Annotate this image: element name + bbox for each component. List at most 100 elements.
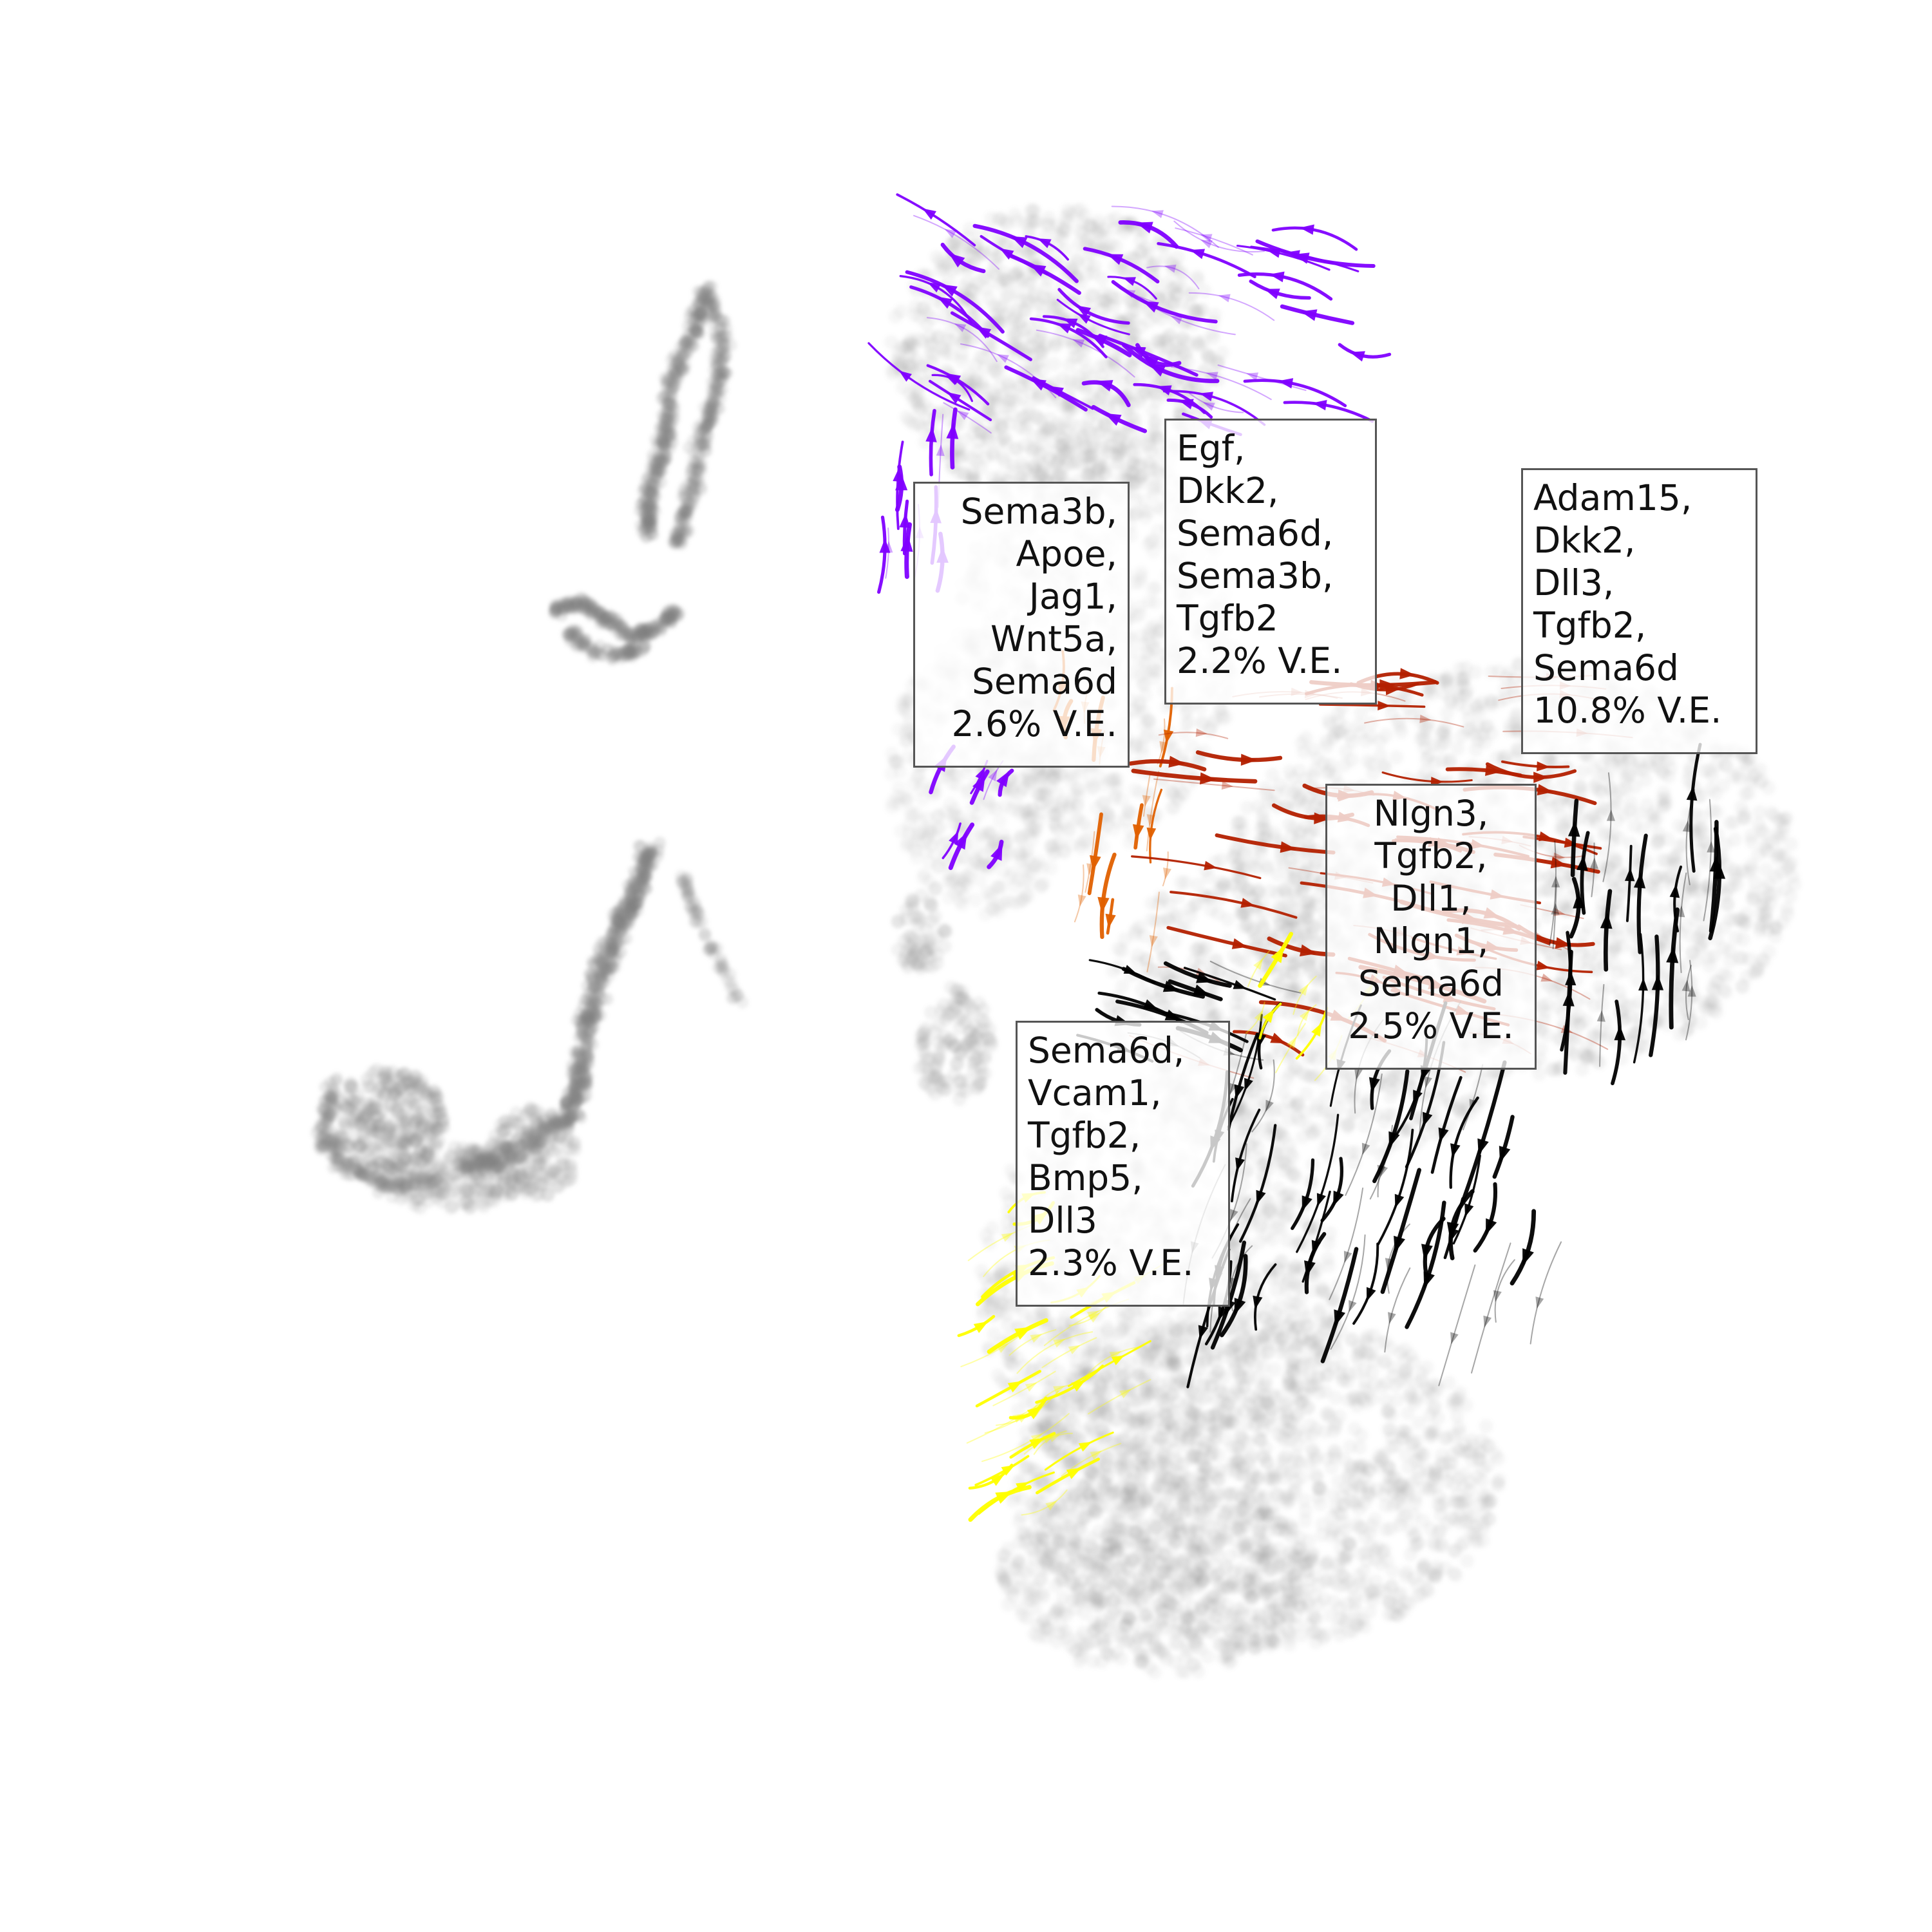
- cell-point: [1215, 345, 1230, 360]
- cell-point: [1029, 858, 1043, 873]
- cell-point: [639, 502, 653, 515]
- cell-point: [1047, 357, 1061, 372]
- cell-point: [888, 309, 903, 324]
- cell-point: [607, 907, 620, 921]
- cell-point: [587, 997, 600, 1010]
- cell-point: [352, 1164, 366, 1178]
- cell-point: [652, 450, 666, 463]
- cell-point: [985, 265, 1000, 279]
- cell-point: [1007, 879, 1022, 894]
- cell-point: [890, 789, 905, 804]
- cell-point: [1050, 785, 1065, 800]
- cell-point: [486, 1193, 501, 1208]
- cell-point: [983, 800, 998, 815]
- cell-point: [931, 809, 945, 824]
- cell-point: [1145, 533, 1159, 547]
- cell-point: [954, 354, 969, 368]
- cell-point: [323, 1095, 336, 1108]
- cell-point: [1061, 214, 1075, 229]
- cell-point: [605, 944, 619, 958]
- cell-point: [1181, 778, 1196, 793]
- cell-point: [992, 813, 1007, 828]
- cell-point: [891, 755, 905, 770]
- cell-point: [379, 1066, 394, 1080]
- cell-point: [994, 417, 1009, 431]
- cell-point: [1056, 844, 1071, 858]
- cell-point: [618, 916, 630, 930]
- cell-point: [658, 612, 671, 626]
- cell-point: [1025, 202, 1040, 217]
- cell-point: [539, 1169, 554, 1184]
- cell-point: [1079, 834, 1094, 849]
- cell-point: [642, 515, 656, 527]
- cell-point: [913, 310, 928, 325]
- cell-point: [313, 1140, 327, 1153]
- cell-point: [907, 339, 922, 354]
- cell-point: [1044, 799, 1059, 814]
- cell-point: [1061, 402, 1075, 417]
- cell-point: [575, 1016, 588, 1030]
- cell-point: [681, 502, 694, 516]
- cell-point: [940, 874, 955, 889]
- cell-point: [1086, 388, 1101, 403]
- cell-point: [1132, 654, 1146, 668]
- cell-point: [905, 838, 920, 853]
- cell-point: [399, 1116, 414, 1131]
- cell-point: [1080, 267, 1095, 281]
- cell-point: [470, 1154, 484, 1169]
- cell-point: [961, 367, 976, 382]
- cell-point: [1093, 227, 1108, 242]
- cell-point: [702, 942, 715, 956]
- cell-point: [1144, 636, 1159, 651]
- cell-point: [1016, 460, 1031, 475]
- cell-point: [430, 1099, 444, 1113]
- cell-point: [494, 1155, 509, 1170]
- cell-point: [1206, 331, 1221, 346]
- cell-point: [1072, 223, 1087, 238]
- cell-point: [960, 274, 975, 289]
- cell-point: [343, 1079, 357, 1094]
- cell-point: [916, 824, 931, 839]
- cell-point: [653, 837, 667, 850]
- cell-point: [1023, 776, 1037, 791]
- cell-point: [686, 338, 699, 352]
- cell-point: [994, 211, 1009, 226]
- cell-point: [413, 1115, 428, 1129]
- cell-point: [1133, 565, 1148, 580]
- cell-point: [716, 351, 729, 365]
- cell-point: [994, 388, 1009, 402]
- cell-point: [410, 1131, 424, 1146]
- cell-point: [1022, 319, 1037, 334]
- cell-point: [1086, 433, 1101, 448]
- cell-point: [958, 433, 973, 448]
- cell-point: [1021, 408, 1036, 422]
- cell-point: [453, 1146, 468, 1160]
- cell-point: [430, 1122, 445, 1137]
- cell-point: [691, 319, 705, 332]
- cell-point: [716, 959, 730, 972]
- cell-point: [986, 902, 1001, 917]
- cell-point: [961, 870, 976, 885]
- cell-point: [671, 534, 684, 547]
- cell-point: [1013, 846, 1027, 861]
- cell-point: [1119, 466, 1133, 481]
- cell-point: [337, 1113, 352, 1128]
- cell-point: [987, 362, 1002, 377]
- cell-point: [1148, 580, 1163, 595]
- cell-point: [724, 976, 738, 990]
- cell-point: [1034, 879, 1048, 894]
- cell-point: [504, 1187, 519, 1202]
- cell-point: [1149, 624, 1163, 639]
- cell-point: [943, 797, 958, 811]
- cell-point: [332, 1152, 345, 1166]
- cell-point: [1094, 771, 1108, 786]
- cell-point: [1124, 443, 1139, 458]
- cell-point: [371, 1146, 386, 1160]
- cell-point: [969, 893, 983, 907]
- cell-point: [540, 1188, 555, 1202]
- cell-point: [365, 1066, 380, 1081]
- cell-point: [594, 648, 608, 661]
- cell-point: [884, 335, 898, 350]
- cell-point: [567, 1079, 580, 1092]
- cell-point: [1197, 283, 1212, 298]
